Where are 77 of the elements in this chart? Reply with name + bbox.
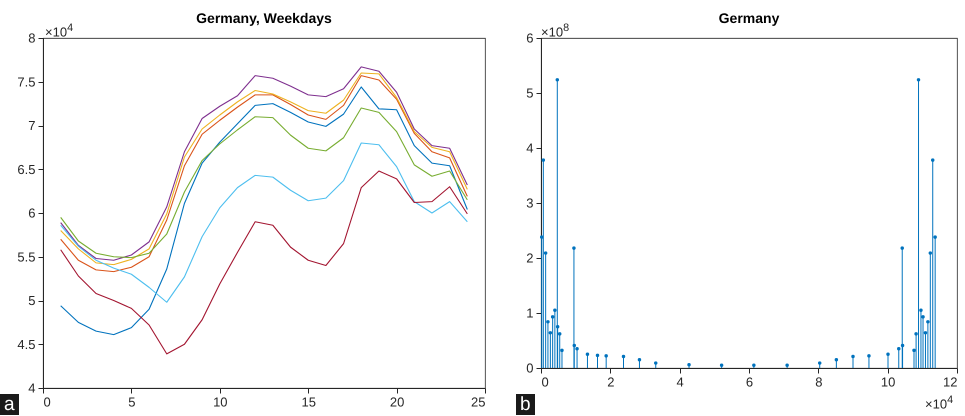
- point: [558, 332, 562, 336]
- point: [622, 354, 626, 358]
- point: [604, 354, 608, 358]
- point: [924, 331, 928, 335]
- y-tick-label: 0: [526, 360, 534, 376]
- y-tick-label: 6: [526, 30, 534, 46]
- y-tick-label: 4: [526, 140, 534, 156]
- y-tick-label: 5: [526, 86, 534, 100]
- line-series: [60, 142, 468, 303]
- x-tick-label: 10: [213, 394, 228, 410]
- point: [546, 320, 550, 324]
- text: b: [516, 394, 535, 415]
- point: [926, 320, 930, 324]
- y-tick-label: 7.5: [17, 74, 36, 90]
- y-tick-label: 3: [526, 196, 534, 210]
- point: [914, 332, 918, 336]
- y-tick-label: 7: [28, 118, 36, 133]
- point: [916, 78, 920, 82]
- point: [851, 354, 855, 358]
- point: [550, 315, 554, 319]
- point: [575, 347, 579, 350]
- annotation: ×10$^{8}$: [541, 22, 570, 40]
- x-tick-label: 5: [128, 394, 136, 410]
- point: [931, 158, 934, 162]
- x-tick-label: 4: [676, 374, 684, 390]
- point: [654, 361, 658, 365]
- point: [572, 246, 576, 250]
- y-tick-label: 8: [28, 30, 36, 46]
- x-tick-label: 20: [390, 394, 404, 410]
- point: [638, 358, 642, 362]
- point: [586, 352, 590, 356]
- x-tick-label: 0: [44, 394, 51, 410]
- y-tick-label: 6: [28, 206, 36, 220]
- point: [556, 325, 560, 328]
- point: [919, 308, 923, 312]
- point: [540, 235, 544, 239]
- point: [912, 348, 916, 352]
- point: [542, 158, 546, 162]
- x-tick-label: 6: [746, 374, 754, 390]
- point: [867, 354, 871, 358]
- point: [928, 251, 932, 255]
- point: [933, 235, 937, 239]
- text: a: [0, 394, 19, 415]
- y-tick-label: 4.5: [17, 336, 36, 352]
- point: [834, 358, 838, 362]
- chart-title: Germany, Weekdays: [196, 10, 332, 26]
- y-tick-label: 5: [28, 293, 36, 308]
- point: [900, 246, 904, 250]
- point: [596, 354, 600, 358]
- point: [544, 251, 548, 255]
- line-series: [60, 170, 468, 354]
- point: [900, 344, 904, 348]
- point: [556, 78, 560, 82]
- y-tick-label: 2: [526, 250, 534, 266]
- x-tick-label: 15: [301, 394, 316, 410]
- x-tick-label: 25: [471, 394, 486, 410]
- text: ×10$^{4}$: [925, 394, 954, 412]
- point: [897, 347, 900, 350]
- x-tick-label: 8: [815, 374, 822, 390]
- point: [560, 348, 564, 352]
- y-tick-label: 6.5: [17, 162, 36, 177]
- chart-title: Germany: [718, 10, 780, 26]
- line-series: [60, 107, 468, 258]
- x-tick-label: 0: [542, 374, 549, 390]
- annotation: ×10$^{4}$: [45, 22, 74, 40]
- point: [548, 331, 552, 335]
- point: [921, 315, 925, 319]
- point: [572, 344, 576, 348]
- x-tick-label: 10: [880, 374, 896, 390]
- x-tick-label: 2: [607, 374, 614, 390]
- point: [818, 361, 822, 365]
- y-tick-label: 1: [526, 306, 534, 320]
- line-series: [60, 86, 468, 336]
- point: [886, 352, 890, 356]
- y-tick-label: 5.5: [17, 249, 36, 264]
- point: [553, 308, 557, 312]
- x-tick-label: 12: [943, 374, 958, 390]
